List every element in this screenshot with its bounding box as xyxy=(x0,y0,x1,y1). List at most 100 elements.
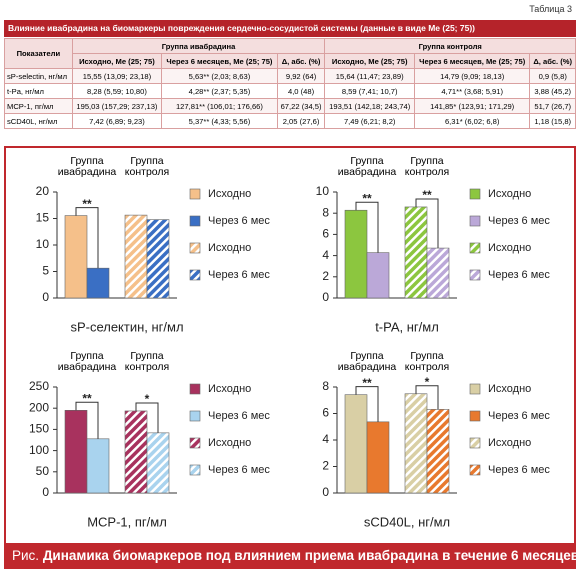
table-row: sCD40L, нг/мл 7,42 (6,89; 9,23) 5,37** (4,… xyxy=(4,113,576,129)
header-cell: Показатели xyxy=(4,38,73,69)
header-cell: Δ, абс. (%) xyxy=(529,53,576,69)
y-tick-label: 5 xyxy=(42,264,49,278)
category-label: Группа контроля xyxy=(404,350,450,373)
y-tick-label: 200 xyxy=(29,400,49,414)
legend-swatch xyxy=(469,188,481,200)
bar xyxy=(404,206,428,299)
table-cell: sCD40L, нг/мл xyxy=(4,113,73,129)
header-cell: Группа контроля xyxy=(324,38,576,54)
table-cell: 51,7 (26,7) xyxy=(529,98,576,114)
table-cell: 4,28** (2,37; 5,35) xyxy=(161,83,278,99)
legend-label: Исходно xyxy=(488,383,531,395)
legend-label: Через 6 мес xyxy=(488,269,550,281)
legend-swatch xyxy=(189,242,201,254)
y-tick-label: 6 xyxy=(322,406,329,420)
caption-text: Динамика биомаркеров под влиянием приема… xyxy=(42,548,580,563)
y-tick-label: 100 xyxy=(29,443,49,457)
chart: 0 5 10 15 20 ** Исходно Через 6 мес Исходно Через… xyxy=(36,184,271,334)
legend-label: Исходно xyxy=(208,383,251,395)
significance-bracket xyxy=(355,386,379,422)
legend-label: Через 6 мес xyxy=(208,410,270,422)
legend-label: Через 6 мес xyxy=(208,464,270,476)
table-cell: 2,05 (27,6) xyxy=(276,113,326,129)
bar xyxy=(426,409,450,494)
header-cell: Исходно, Me (25; 75) xyxy=(71,53,163,69)
header-cell: Δ, абс. (%) xyxy=(276,53,326,69)
caption-label: Рис. xyxy=(12,548,40,563)
y-tick-label: 0 xyxy=(322,485,329,499)
significance-label: ** xyxy=(362,376,372,390)
chart-panel: 0 2 4 6 8 10 ** ** Исходно Через 6 мес Исходно Чере… xyxy=(292,150,572,345)
table-cell: 15,55 (13,09; 23,18) xyxy=(71,68,163,84)
table-cell: 7,49 (6,21; 8,2) xyxy=(324,113,415,129)
category-label: Группа ивабрадина xyxy=(337,350,397,373)
legend-swatch xyxy=(189,383,201,395)
table-cell: 9,92 (64) xyxy=(276,68,326,84)
legend-label: Через 6 мес xyxy=(488,215,550,227)
table-cell: 67,22 (34,5) xyxy=(276,98,326,114)
table-row: MCP-1, пг/мл 195,03 (157,29; 237,13) 127,8… xyxy=(4,98,576,114)
y-tick-label: 0 xyxy=(42,485,49,499)
table-cell: MCP-1, пг/мл xyxy=(4,98,73,114)
bar xyxy=(366,421,390,494)
legend-label: Исходно xyxy=(488,242,531,254)
bar xyxy=(64,215,88,299)
table-cell: 141,85* (123,91; 171,29) xyxy=(413,98,531,114)
category-label: Группа ивабрадина xyxy=(57,350,117,373)
category-label: Группа ивабрадина xyxy=(57,155,117,178)
table-label: Таблица 3 xyxy=(529,4,572,14)
table-title: Влияние ивабрадина на биомаркеры поврежд… xyxy=(4,20,576,37)
bar xyxy=(124,214,148,299)
significance-label: ** xyxy=(82,391,92,405)
legend-swatch xyxy=(469,242,481,254)
y-tick-label: 8 xyxy=(322,379,329,393)
significance-label: * xyxy=(145,392,150,406)
chart: 0 2 4 6 8 10 ** ** Исходно Через 6 мес Исходно Чере… xyxy=(316,184,551,334)
bar xyxy=(146,219,170,299)
chart-panel: 0 2 4 6 8 ** * Исходно Через 6 мес Исходно Через 6… xyxy=(292,345,572,540)
y-tick-label: 8 xyxy=(322,205,329,219)
significance-label: ** xyxy=(82,197,92,211)
legend-swatch xyxy=(189,437,201,449)
table-cell: 195,03 (157,29; 237,13) xyxy=(71,98,163,114)
header-cell: Группа ивабрадина xyxy=(71,38,326,54)
table-cell: 0,9 (5,8) xyxy=(529,68,576,84)
bar xyxy=(426,247,450,299)
header-cell: Через 6 месяцев, Me (25; 75) xyxy=(161,53,278,69)
x-axis-title: sP-селектин, нг/мл xyxy=(70,319,183,334)
table-cell: 5,37** (4,33; 5,56) xyxy=(161,113,278,129)
bar xyxy=(64,410,88,494)
header-row: Показатели Группа ивабрадина Группа контро… xyxy=(4,38,576,69)
y-tick-label: 0 xyxy=(322,290,329,304)
legend-swatch xyxy=(189,269,201,281)
table-row: sP-selectin, нг/мл 15,55 (13,09; 23,18) 5,… xyxy=(4,68,576,84)
bar xyxy=(86,438,110,494)
y-tick-label: 50 xyxy=(36,464,50,478)
legend-label: Исходно xyxy=(208,437,251,449)
y-tick-label: 10 xyxy=(316,184,330,198)
table-cell: 3,88 (45,2) xyxy=(529,83,576,99)
y-tick-label: 4 xyxy=(322,248,329,262)
significance-bracket xyxy=(415,385,439,410)
bar xyxy=(146,432,170,494)
legend-label: Через 6 мес xyxy=(208,269,270,281)
y-tick-label: 0 xyxy=(42,290,49,304)
table-cell: 7,42 (6,89; 9,23) xyxy=(71,113,163,129)
y-tick-label: 2 xyxy=(322,269,329,283)
bar xyxy=(404,393,428,494)
y-tick-label: 4 xyxy=(322,432,329,446)
table-cell: sP-selectin, нг/мл xyxy=(4,68,73,84)
legend-swatch xyxy=(469,215,481,227)
significance-label: ** xyxy=(422,188,432,202)
significance-bracket xyxy=(75,401,99,439)
legend-label: Через 6 мес xyxy=(488,410,550,422)
significance-bracket xyxy=(415,198,439,249)
table-cell: 4,0 (48) xyxy=(276,83,326,99)
legend-swatch xyxy=(469,437,481,449)
chart-panel: 0 5 10 15 20 ** Исходно Через 6 мес Исходно Через… xyxy=(12,150,292,345)
table-cell: 127,81** (106,01; 176,66) xyxy=(161,98,278,114)
x-axis-title: MCP-1, пг/мл xyxy=(87,514,167,529)
x-axis-title: t-PA, нг/мл xyxy=(375,319,439,334)
legend-label: Через 6 мес xyxy=(208,215,270,227)
